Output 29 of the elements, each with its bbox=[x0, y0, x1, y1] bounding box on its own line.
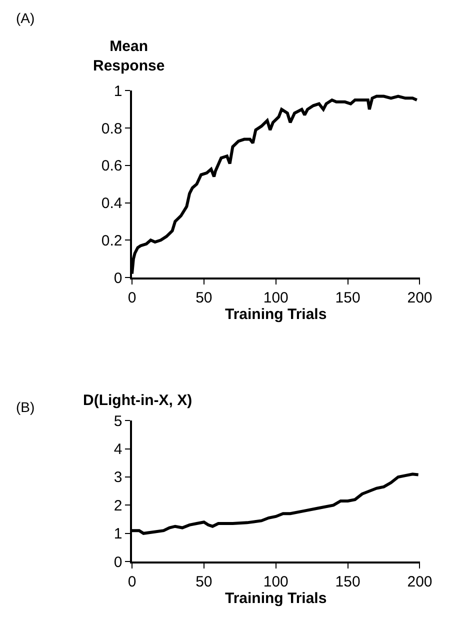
y-tick-label: 0.6 bbox=[101, 158, 122, 175]
line-series bbox=[132, 94, 418, 276]
chart-title: D(Light-in-X, X) bbox=[83, 392, 192, 409]
x-tick-label: 200 bbox=[407, 573, 432, 590]
y-tick-label: 1 bbox=[114, 526, 122, 543]
x-axis-title: Training Trials bbox=[225, 306, 327, 323]
y-tick-label: 0 bbox=[114, 270, 122, 287]
x-tick-label: 100 bbox=[263, 289, 288, 306]
x-tick-label: 150 bbox=[335, 573, 360, 590]
y-tick-label: 3 bbox=[114, 469, 122, 486]
x-tick-label: 0 bbox=[128, 289, 136, 306]
x-tick-label: 200 bbox=[407, 289, 432, 306]
y-tick-label: 4 bbox=[114, 441, 122, 458]
y-tick-label: 0.8 bbox=[101, 120, 122, 138]
x-tick-label: 150 bbox=[335, 289, 360, 306]
y-tick-label: 1 bbox=[114, 82, 122, 100]
text: (A) bbox=[16, 10, 35, 26]
x-tick-label: 50 bbox=[196, 573, 212, 590]
y-tick-label: 0.2 bbox=[101, 232, 122, 250]
x-tick-label: 100 bbox=[263, 573, 288, 590]
x-tick-label: 0 bbox=[128, 573, 136, 590]
x-tick-label: 50 bbox=[196, 289, 212, 306]
text: (B) bbox=[16, 399, 35, 415]
y-tick-label: 0.4 bbox=[101, 195, 122, 212]
y-axis-title: Mean Response bbox=[93, 38, 165, 74]
x-axis-title: Training Trials bbox=[225, 590, 327, 607]
y-tick-label: 5 bbox=[114, 412, 122, 430]
y-tick-label: 0 bbox=[114, 554, 122, 571]
y-tick-label: 2 bbox=[114, 497, 122, 514]
